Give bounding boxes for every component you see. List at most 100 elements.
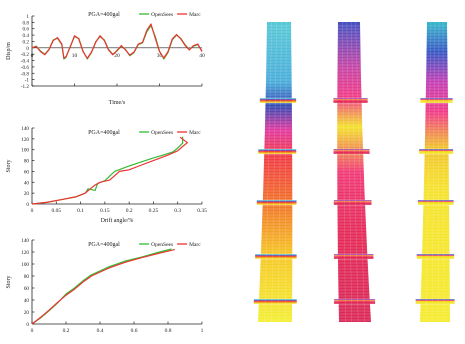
x-tick-label: 0	[31, 208, 34, 214]
y-tick-label: -1	[25, 78, 30, 84]
drift-angle-chart-svg: 0 0.05 0.1 0.15 0.2 0.25 0.3 0.35 0 20 40 60 80 100 12…	[6, 126, 207, 224]
outrigger-band	[333, 97, 369, 104]
column-line	[442, 21, 445, 323]
column-line	[437, 21, 440, 323]
y-tick-label: 40	[24, 298, 30, 304]
x-tick-label: 40	[199, 53, 205, 59]
column-line	[425, 21, 432, 323]
column-line	[342, 21, 346, 323]
outrigger-band	[415, 298, 455, 305]
column-line	[271, 21, 277, 323]
x-tick-label: 20	[114, 53, 120, 59]
chart-annotation: PGA=400gal	[88, 242, 120, 248]
y-tick-label: 60	[24, 286, 30, 292]
outrigger-band	[418, 148, 454, 155]
legend-label: OpenSees	[151, 130, 173, 136]
building-deformation-models	[245, 0, 465, 339]
y-tick-label: 40	[24, 180, 30, 186]
y-tick-label: 0.4	[23, 33, 30, 39]
outrigger-band	[333, 148, 370, 155]
outrigger-band	[416, 253, 455, 260]
y-tick-label: 100	[21, 148, 29, 154]
y-tick-label: 0.8	[23, 20, 30, 26]
column-line	[285, 21, 287, 323]
x-tick-label: 0.05	[51, 208, 61, 214]
y-tick-label: -0.2	[21, 52, 30, 58]
building-model-1	[253, 21, 298, 323]
x-tick-label: 0.2	[63, 328, 70, 334]
column-line	[351, 21, 359, 323]
outrigger-band	[259, 97, 297, 104]
legend-label: OpenSees	[151, 12, 173, 18]
y-tick-label: 20	[24, 191, 30, 197]
y-tick-label: 80	[24, 159, 30, 165]
outrigger-band	[256, 199, 297, 206]
y-axis-label: Disp/m	[6, 42, 12, 60]
y-tick-label: -1.2	[21, 84, 30, 90]
series-line-opensees	[31, 248, 172, 325]
y-tick-label: 100	[21, 262, 29, 268]
y-tick-label: -0.8	[21, 71, 30, 77]
outrigger-band	[333, 253, 374, 260]
column-line	[355, 21, 365, 323]
drift-angle-chart: 0 0.05 0.1 0.15 0.2 0.25 0.3 0.35 0 20 40 60 80 100 12…	[0, 116, 215, 228]
x-tick-label: 0.4	[97, 328, 104, 334]
y-tick-label: 20	[24, 310, 30, 316]
legend-label: Marc	[189, 130, 201, 136]
outrigger-band	[333, 298, 376, 305]
x-tick-label: 0.6	[131, 328, 138, 334]
outrigger-band	[333, 199, 372, 206]
chart-annotation: PGA=400gal	[88, 12, 120, 18]
building-model-3	[415, 21, 455, 323]
y-axis-label: Story	[6, 159, 12, 172]
x-tick-label: 0.3	[174, 208, 181, 214]
column-line	[431, 21, 436, 323]
legend-label: Marc	[189, 242, 201, 248]
x-tick-label: 10	[72, 53, 78, 59]
series-line-opensees	[31, 136, 184, 205]
x-tick-label: 0.1	[77, 208, 84, 214]
column-line	[264, 21, 272, 323]
y-tick-label: 80	[24, 274, 30, 280]
outrigger-band	[417, 199, 454, 206]
legend-label: OpenSees	[151, 242, 173, 248]
column-line	[278, 21, 282, 323]
column-line	[346, 21, 352, 323]
x-axis-label: Drift angle/%	[101, 217, 134, 224]
x-tick-label: 0	[31, 53, 34, 59]
outrigger-band	[420, 97, 453, 104]
y-tick-label: -0.4	[21, 59, 30, 65]
building-models-svg	[253, 21, 455, 323]
x-tick-label: 0.35	[197, 208, 207, 214]
outrigger-band	[254, 253, 297, 260]
series-line-marc	[31, 23, 203, 59]
building-model-2	[333, 21, 376, 323]
legend-label: Marc	[189, 12, 201, 18]
x-tick-label: 0.8	[165, 328, 172, 334]
story-chart: 0 0.2 0.4 0.6 0.8 1 0 20 40 60 80 100 120 140 Story PGA…	[0, 228, 215, 339]
x-tick-label: 0	[31, 328, 34, 334]
x-tick-label: 0.15	[100, 208, 110, 214]
displacement-chart-svg: 0 10 20 30 40-1.2-1-0.8-0.6-0.4-0.200.20.40.…	[6, 12, 205, 106]
y-tick-label: 140	[21, 126, 29, 132]
series-line-marc	[31, 249, 175, 325]
series-line-marc	[31, 136, 188, 205]
y-tick-label: 60	[24, 169, 30, 175]
y-tick-label: 120	[21, 137, 29, 143]
displacement-chart: 0 10 20 30 40 -1.2 -1 -0.8 -0.6 -0.4 -0.2 0 0.2 0.4 0.…	[0, 0, 215, 116]
tower-body	[420, 22, 450, 322]
tower-body	[337, 22, 371, 322]
y-axis-label: Story	[6, 275, 12, 288]
y-tick-label: 0	[26, 46, 29, 52]
y-tick-label: 120	[21, 250, 29, 256]
y-tick-label: 140	[21, 238, 29, 244]
y-tick-label: 0.6	[23, 27, 30, 33]
x-tick-label: 1	[201, 328, 204, 334]
x-tick-label: 0.25	[149, 208, 159, 214]
outrigger-band	[253, 298, 298, 305]
tower-body	[258, 22, 293, 322]
x-axis-label: Time/s	[109, 100, 126, 106]
chart-annotation: PGA=400gal	[88, 130, 120, 136]
outrigger-band	[257, 148, 297, 155]
x-tick-label: 30	[157, 53, 163, 59]
